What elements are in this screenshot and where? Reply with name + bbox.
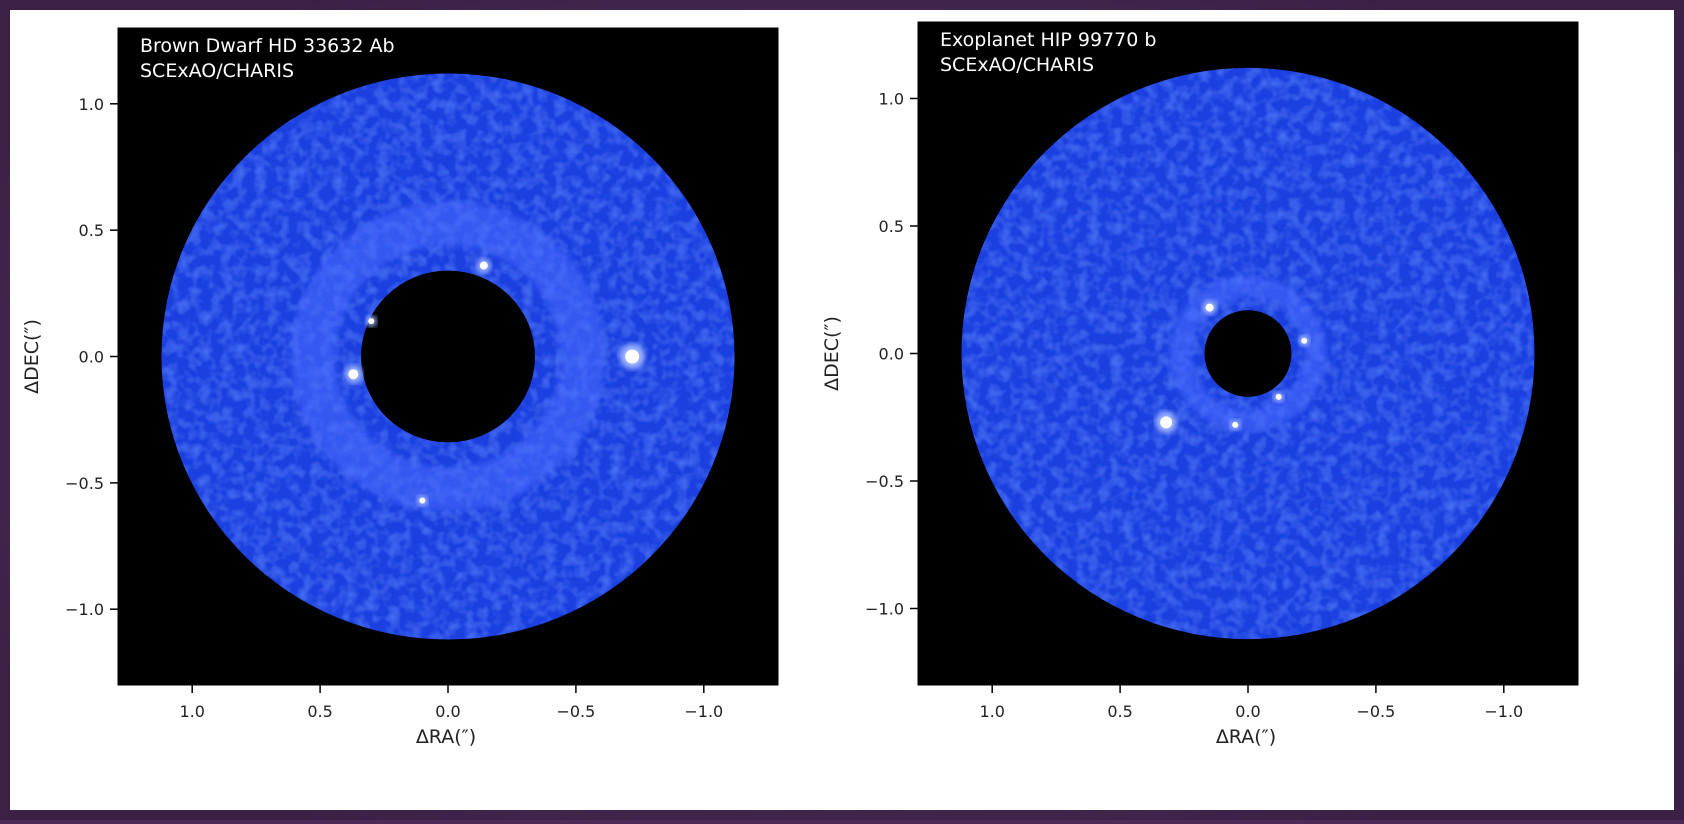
x-axis-label: ΔRA(″): [416, 726, 476, 748]
annotation: Exoplanet HIP 99770 b: [940, 29, 1156, 51]
spot: [1232, 421, 1239, 428]
x-tick-label: 1.0: [979, 702, 1004, 721]
y-tick-label: −1.0: [65, 600, 104, 619]
y-tick-label: −0.5: [65, 474, 104, 493]
y-axis-label: ΔDEC(″): [821, 316, 843, 391]
x-tick-label: 1.0: [179, 702, 204, 721]
speckle-ring: [1169, 275, 1327, 432]
x-tick-label: 0.5: [307, 702, 332, 721]
x-tick-label: 0.0: [435, 702, 460, 721]
y-axis-label: ΔDEC(″): [21, 319, 43, 394]
x-tick-label: 0.0: [1235, 702, 1260, 721]
x-tick-label: −1.0: [1484, 702, 1523, 721]
image-area: [118, 28, 778, 685]
spot: [1205, 303, 1214, 312]
spot: [348, 369, 359, 380]
spot: [1275, 393, 1282, 400]
spot: [625, 349, 640, 364]
annotation: Brown Dwarf HD 33632 Ab: [140, 35, 395, 57]
y-tick-label: −0.5: [865, 472, 904, 491]
x-tick-label: −1.0: [684, 702, 723, 721]
y-tick-label: −1.0: [865, 600, 904, 619]
spot: [479, 261, 488, 270]
image-area: [918, 22, 1578, 685]
coronagraph-mask: [1204, 310, 1292, 397]
x-tick-label: 0.5: [1107, 702, 1132, 721]
speckle-ring: [291, 201, 605, 512]
y-tick-label: 0.5: [79, 221, 104, 240]
y-tick-label: 0.5: [879, 217, 904, 236]
x-axis-label: ΔRA(″): [1216, 726, 1276, 748]
y-tick-label: 1.0: [879, 90, 904, 109]
annotation: SCExAO/CHARIS: [940, 54, 1094, 76]
coronagraph-mask: [361, 270, 535, 443]
y-tick-label: 0.0: [879, 345, 904, 364]
spot: [368, 318, 375, 325]
spot: [1301, 337, 1308, 344]
spot: [1160, 416, 1173, 429]
annotation: SCExAO/CHARIS: [140, 60, 294, 82]
x-tick-label: −0.5: [556, 702, 595, 721]
spot: [419, 497, 426, 504]
y-tick-label: 1.0: [79, 95, 104, 114]
x-tick-label: −0.5: [1356, 702, 1395, 721]
y-tick-label: 0.0: [79, 348, 104, 367]
